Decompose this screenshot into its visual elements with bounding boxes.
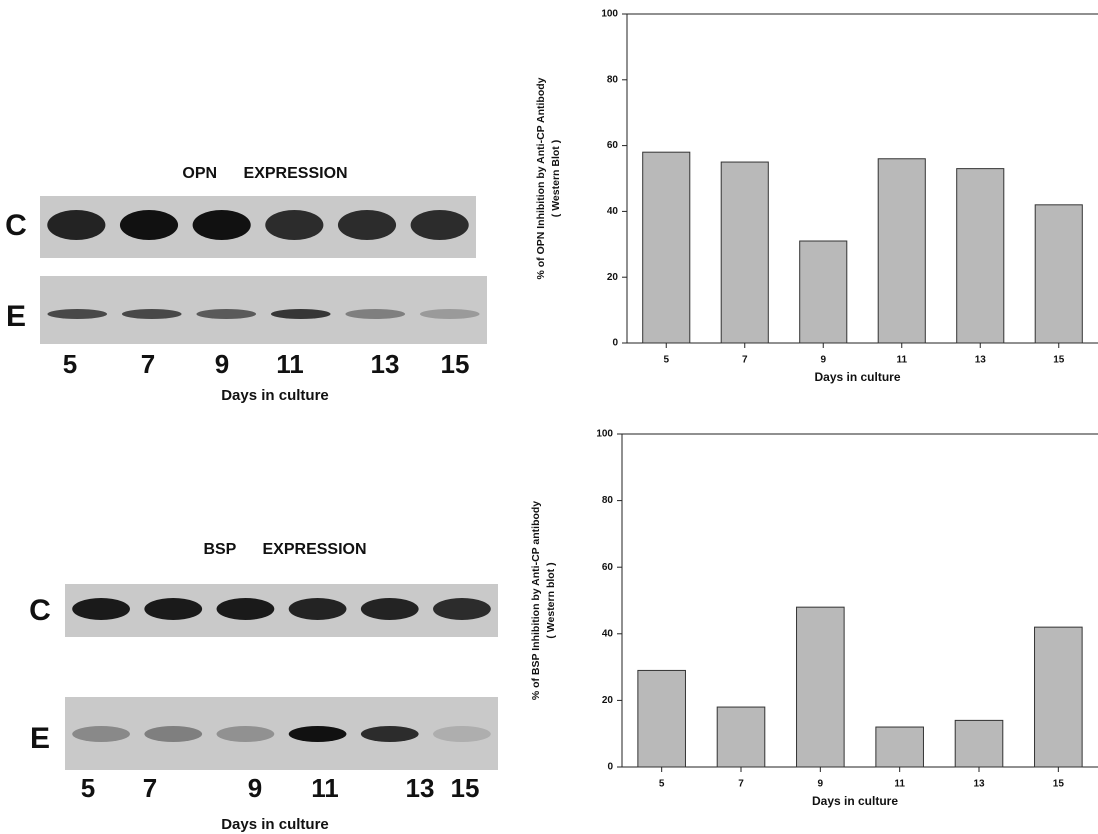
blot-band (271, 309, 331, 319)
lane-label: 5 (81, 773, 95, 803)
y-tick-label: 60 (602, 562, 614, 573)
x-tick-label: 11 (896, 355, 907, 366)
blot-title: OPN EXPRESSION (182, 165, 347, 182)
x-axis-label: Days in culture (812, 794, 898, 808)
blot-row-label: C (5, 209, 27, 242)
bar (721, 162, 768, 343)
y-axis-label-note: ( Western Blot ) (550, 140, 562, 217)
y-tick-label: 0 (607, 762, 613, 773)
bar (955, 720, 1003, 767)
y-tick-label: 20 (602, 695, 614, 706)
blot-membrane (40, 276, 487, 344)
blot-band (338, 210, 396, 240)
blot-band (420, 309, 480, 319)
blot-row-label: C (29, 594, 51, 627)
bar (638, 670, 686, 767)
bar (957, 169, 1004, 343)
y-axis-label: % of OPN Inhibition by Anti-CP Antibody (535, 77, 547, 279)
blot-band (289, 726, 347, 742)
bar (643, 152, 690, 343)
x-tick-label: 7 (738, 779, 744, 790)
y-axis-label: % of BSP Inhibition by Anti-CP antibody (530, 501, 542, 700)
y-axis-label-note: ( Western blot ) (545, 562, 557, 638)
blot-row-label: E (30, 722, 50, 755)
lane-label: 7 (143, 773, 157, 803)
blot-band (361, 726, 419, 742)
blot-band (72, 598, 130, 620)
figure: OPN EXPRESSION C E 5 7 9 11 13 15 Days in culture… (0, 0, 1098, 834)
blot-band (217, 598, 275, 620)
y-tick-label: 100 (601, 9, 618, 20)
x-tick-label: 5 (659, 779, 665, 790)
x-tick-label: 13 (973, 779, 985, 790)
blot-band (122, 309, 182, 319)
x-axis-label: Days in culture (814, 370, 900, 384)
lane-label: 15 (441, 349, 470, 379)
x-tick-label: 7 (742, 355, 748, 366)
blot-band (120, 210, 178, 240)
lane-label: 9 (215, 349, 229, 379)
lane-label: 11 (311, 773, 339, 803)
blot-band (289, 598, 347, 620)
blot-membrane (40, 196, 476, 258)
bar (876, 727, 924, 767)
blot-band (47, 210, 105, 240)
blot-xlabel: Days in culture (221, 816, 329, 833)
blot-band (265, 210, 323, 240)
blot-membrane (65, 584, 498, 637)
y-tick-label: 40 (602, 628, 614, 639)
bar (797, 607, 845, 767)
blot-band (433, 726, 491, 742)
blot-membrane (65, 697, 498, 770)
x-tick-label: 15 (1053, 355, 1065, 366)
y-tick-label: 40 (607, 206, 619, 217)
x-tick-label: 15 (1053, 779, 1065, 790)
blot-band (193, 210, 251, 240)
lane-label: 7 (141, 349, 155, 379)
blot-row-label: E (6, 300, 26, 333)
blot-band (72, 726, 130, 742)
x-tick-label: 11 (894, 779, 905, 790)
blot-band (196, 309, 256, 319)
lane-label: 13 (371, 349, 400, 379)
lane-label: 9 (248, 773, 262, 803)
blot-xlabel: Days in culture (221, 387, 329, 404)
bar (800, 241, 847, 343)
blot-band (144, 598, 202, 620)
y-tick-label: 100 (596, 429, 613, 440)
blot-band (144, 726, 202, 742)
lane-label: 13 (406, 773, 435, 803)
blot-title: BSP EXPRESSION (203, 541, 366, 558)
x-tick-label: 5 (663, 355, 669, 366)
bar (1035, 205, 1082, 343)
lane-label: 15 (451, 773, 480, 803)
blot-band (361, 598, 419, 620)
bar (1035, 627, 1083, 767)
blot-band (433, 598, 491, 620)
bar (717, 707, 765, 767)
blot-band (411, 210, 469, 240)
y-tick-label: 60 (607, 140, 619, 151)
blot-band (217, 726, 275, 742)
y-tick-label: 20 (607, 272, 619, 283)
bar (878, 159, 925, 343)
x-tick-label: 9 (820, 355, 826, 366)
x-tick-label: 13 (975, 355, 987, 366)
y-tick-label: 0 (612, 338, 618, 349)
y-tick-label: 80 (602, 495, 614, 506)
blot-band (345, 309, 405, 319)
blot-band (47, 309, 107, 319)
x-tick-label: 9 (818, 779, 824, 790)
lane-label: 11 (276, 349, 304, 379)
y-tick-label: 80 (607, 74, 619, 85)
lane-label: 5 (63, 349, 77, 379)
